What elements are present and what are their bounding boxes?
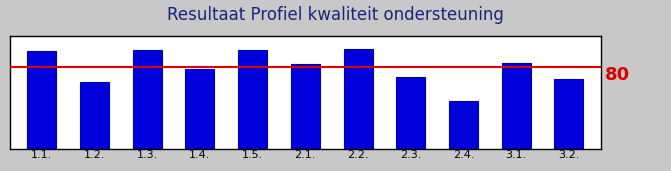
Bar	[185, 69, 214, 149]
Bar	[554, 79, 583, 149]
Bar	[133, 50, 162, 149]
Bar	[344, 49, 372, 149]
Bar	[449, 101, 478, 149]
Bar	[80, 82, 109, 149]
Text: Resultaat Profiel kwaliteit ondersteuning: Resultaat Profiel kwaliteit ondersteunin…	[167, 6, 504, 24]
Bar	[28, 51, 56, 149]
Text: 80: 80	[605, 66, 630, 84]
Bar	[502, 63, 531, 149]
Bar	[397, 77, 425, 149]
Bar	[238, 50, 267, 149]
Bar	[291, 64, 320, 149]
